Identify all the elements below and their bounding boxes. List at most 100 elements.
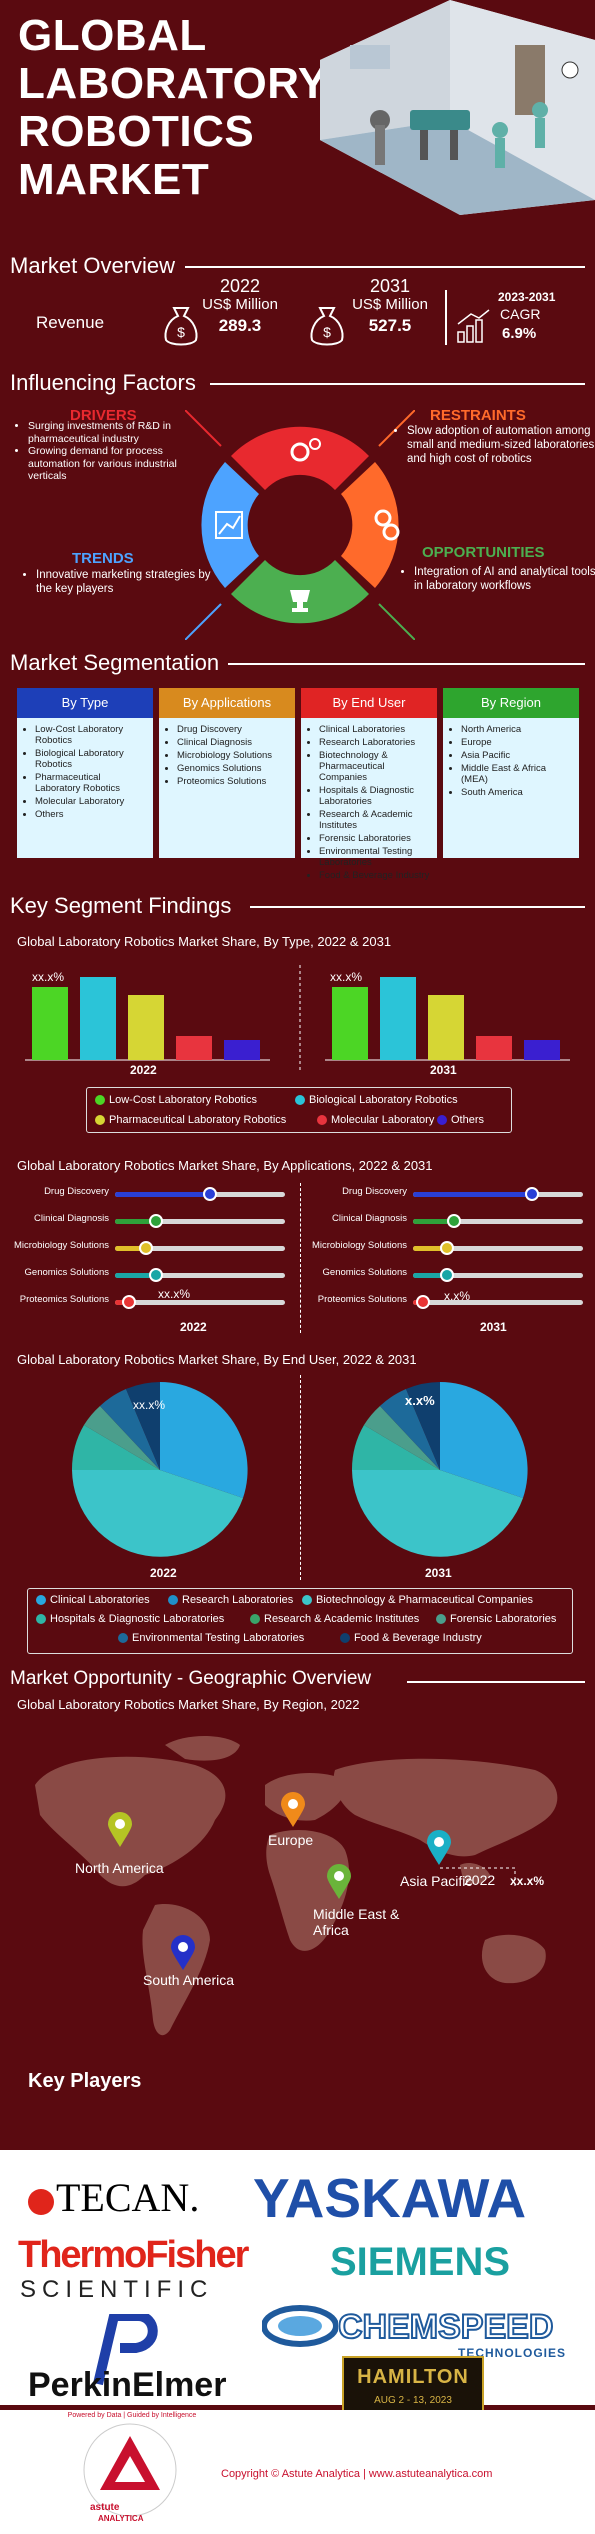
year-2022: 2022 xyxy=(219,276,261,296)
segment-column-type: By Type Low-Cost Laboratory Robotics Bio… xyxy=(17,688,153,858)
app-row-label: Clinical Diagnosis xyxy=(34,1213,109,1224)
legend-item: Biotechnology & Pharmaceutical Companies xyxy=(302,1594,533,1606)
region-label: South America xyxy=(143,1972,235,1988)
tagline: Powered by Data | Guided by Intelligence xyxy=(67,2412,197,2419)
app-slider-knob xyxy=(416,1295,430,1309)
value-2022: 289.3 xyxy=(218,316,262,335)
year-label: 2031 xyxy=(480,1320,507,1334)
year-label: 2022 xyxy=(130,1063,157,1077)
year-label: 2031 xyxy=(425,1566,452,1580)
end-user-legend: Clinical Laboratories Research Laborator… xyxy=(27,1588,573,1654)
geo-chart-title: Global Laboratory Robotics Market Share,… xyxy=(17,1697,360,1712)
hero-title-line: LABORATORY xyxy=(18,59,328,108)
app-row-label: Drug Discovery xyxy=(44,1186,109,1197)
legend-item: Research Laboratories xyxy=(168,1594,293,1606)
app-slider-knob xyxy=(139,1241,153,1255)
bar-2022-low-cost xyxy=(32,987,68,1060)
chemspeed-logo: CHEMSPEED xyxy=(337,2307,554,2347)
divider xyxy=(300,1183,301,1333)
app-row-label: Proteomics Solutions xyxy=(19,1294,109,1305)
segment-column-end-user: By End User Clinical Laboratories Resear… xyxy=(301,688,437,881)
drivers-item: Growing demand for process automation fo… xyxy=(28,445,198,483)
segment-header: By Applications xyxy=(159,688,295,718)
hero-title-line: ROBOTICS xyxy=(18,107,255,156)
year-label: 2022 xyxy=(150,1566,177,1580)
footer: astute ANALYTICA Powered by Data | Guide… xyxy=(0,2410,595,2534)
region-label: Asia Pacific xyxy=(400,1873,473,1889)
brand-sub: ANALYTICA xyxy=(98,2514,144,2523)
thermofisher-sub: SCIENTIFIC xyxy=(20,2276,214,2303)
location-pin-icon xyxy=(281,1792,305,1827)
callout-line xyxy=(440,1867,516,1888)
app-slider-track xyxy=(413,1300,583,1305)
hero-title-line: MARKET xyxy=(18,155,210,204)
segment-item: Clinical Laboratories xyxy=(319,724,431,735)
app-slider-track xyxy=(115,1273,285,1278)
app-chart-title: Global Laboratory Robotics Market Share,… xyxy=(17,1158,433,1173)
revenue-label: Revenue xyxy=(36,313,105,332)
end-user-chart-title: Global Laboratory Robotics Market Share,… xyxy=(17,1352,417,1367)
app-row-label: Microbiology Solutions xyxy=(311,1240,407,1251)
section-heading-findings: Key Segment Findings xyxy=(10,893,232,918)
segment-item: Hospitals & Diagnostic Laboratories xyxy=(319,785,431,807)
restraints-item: Slow adoption of automation among small … xyxy=(407,424,595,466)
segment-item: Research & Academic Institutes xyxy=(319,809,431,831)
legend-item: Research & Academic Institutes xyxy=(250,1613,419,1625)
segment-item: North America xyxy=(461,724,573,735)
growth-chart-icon xyxy=(457,309,490,343)
perkinelmer-logo: PerkinElmer xyxy=(28,2366,227,2404)
segment-header: By Type xyxy=(17,688,153,718)
trends-item: Innovative marketing strategies by the k… xyxy=(36,568,216,596)
app-slider-fill xyxy=(115,1219,156,1224)
app-slider-track xyxy=(115,1219,285,1224)
copyright: Copyright © Astute Analytica | www.astut… xyxy=(221,2468,493,2480)
app-slider-fill xyxy=(413,1192,532,1197)
region-label: Europe xyxy=(268,1832,314,1848)
bar-label-placeholder: xx.x% xyxy=(330,970,363,984)
segment-item: Microbiology Solutions xyxy=(177,750,289,761)
divider xyxy=(228,663,585,665)
drivers-item: Surging investments of R&D in pharmaceut… xyxy=(28,420,198,445)
divider xyxy=(185,266,585,268)
unit-2022: US$ Million xyxy=(202,296,278,313)
region-label: Middle East & Africa xyxy=(313,1906,400,1938)
siemens-logo: SIEMENS xyxy=(330,2240,511,2284)
restraints-title: RESTRAINTS xyxy=(430,407,526,424)
app-slider-knob xyxy=(447,1214,461,1228)
bar-2031-others xyxy=(524,1040,560,1060)
app-slider-knob xyxy=(149,1214,163,1228)
section-heading-geo: Market Opportunity - Geographic Overview xyxy=(10,1668,372,1689)
year-label: 2031 xyxy=(430,1063,457,1077)
app-placeholder: x.x% xyxy=(444,1289,471,1303)
bar-2022-pharmaceutical xyxy=(128,995,164,1060)
cagr-period: 2023-2031 xyxy=(498,290,556,304)
trends-list: Innovative marketing strategies by the k… xyxy=(22,568,216,596)
app-row-label: Clinical Diagnosis xyxy=(332,1213,407,1224)
legend-item: Environmental Testing Laboratories xyxy=(118,1632,304,1644)
segment-item: Molecular Laboratory xyxy=(35,796,147,807)
segment-item: Biological Laboratory Robotics xyxy=(35,748,147,770)
cagr-label: CAGR xyxy=(500,306,541,322)
segment-item: Forensic Laboratories xyxy=(319,833,431,844)
year-2031: 2031 xyxy=(369,276,411,296)
segment-item: Environmental Testing Laboratories xyxy=(319,846,431,868)
app-row-label: Drug Discovery xyxy=(342,1186,407,1197)
drivers-title: DRIVERS xyxy=(70,407,137,424)
location-pin-icon xyxy=(427,1830,451,1865)
legend-item: Food & Beverage Industry xyxy=(340,1632,482,1644)
app-slider-fill xyxy=(413,1219,454,1224)
segment-item: Food & Beverage Industry xyxy=(319,870,431,881)
perkinelmer-p-icon xyxy=(93,2314,158,2386)
segment-item: Clinical Diagnosis xyxy=(177,737,289,748)
svg-text:$: $ xyxy=(177,324,185,340)
type-chart-title: Global Laboratory Robotics Market Share,… xyxy=(17,934,392,949)
app-slider-knob xyxy=(149,1268,163,1282)
bar-label-placeholder: xx.x% xyxy=(32,970,65,984)
section-heading-overview: Market Overview xyxy=(10,253,176,278)
app-slider-track xyxy=(413,1219,583,1224)
bar-2031-molecular xyxy=(476,1036,512,1060)
legend-item: Hospitals & Diagnostic Laboratories xyxy=(36,1613,224,1625)
segment-item: Research Laboratories xyxy=(319,737,431,748)
app-slider-knob xyxy=(525,1187,539,1201)
app-slider-track xyxy=(413,1273,583,1278)
